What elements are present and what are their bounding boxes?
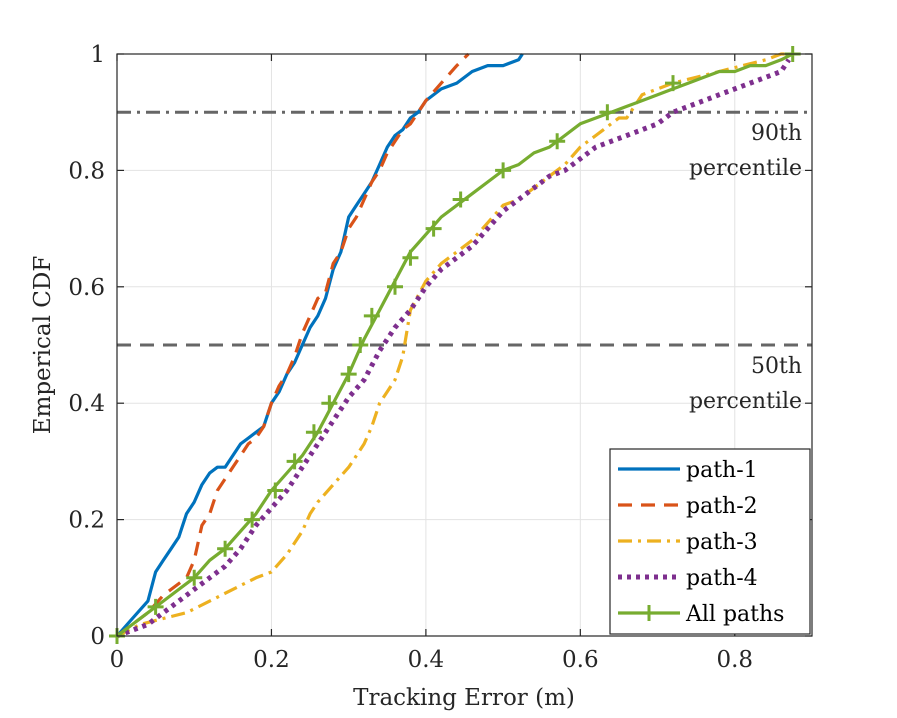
reference-label: percentile bbox=[689, 156, 802, 181]
series-line-path-4 bbox=[116, 58, 791, 639]
plot-frame bbox=[116, 53, 813, 637]
series-line-all-paths bbox=[116, 52, 794, 638]
series-line-path-2 bbox=[116, 52, 470, 638]
x-axis-label: Tracking Error (m) bbox=[353, 685, 575, 711]
x-tick-label: 0 bbox=[110, 647, 125, 673]
reference-label: percentile bbox=[689, 389, 802, 414]
series-marker bbox=[599, 104, 616, 121]
series-marker bbox=[425, 220, 442, 237]
series-marker bbox=[387, 278, 403, 295]
series-marker bbox=[217, 540, 234, 557]
series-marker bbox=[340, 366, 357, 383]
series-marker bbox=[147, 598, 164, 615]
legend-label: path-2 bbox=[686, 494, 758, 519]
y-tick-label: 0.2 bbox=[68, 508, 105, 534]
legend-label: path-4 bbox=[686, 566, 758, 591]
legend-marker bbox=[641, 605, 657, 621]
tick-labels: 0 0.2 0.4 0.6 0.8 0 0.2 0.4 0.6 0.8 1 bbox=[68, 42, 753, 673]
reference-label: 90th bbox=[751, 121, 802, 146]
reference-lines: 90th percentile 50th percentile bbox=[117, 110, 812, 414]
series-marker bbox=[286, 453, 303, 470]
series-marker bbox=[244, 511, 261, 528]
legend: path-1 path-2 path-3 path-4 All paths bbox=[609, 448, 811, 635]
y-tick-label: 1 bbox=[90, 42, 105, 68]
y-tick-label: 0.4 bbox=[68, 391, 105, 417]
legend-label: path-1 bbox=[686, 458, 758, 483]
series-line-path-3 bbox=[116, 52, 789, 638]
series-layer bbox=[109, 46, 801, 644]
series-marker bbox=[452, 191, 469, 208]
legend-label: path-3 bbox=[686, 530, 758, 555]
series-marker bbox=[186, 569, 203, 586]
x-tick-label: 0.2 bbox=[253, 647, 290, 673]
legend-box bbox=[609, 448, 811, 635]
series-marker bbox=[495, 162, 512, 179]
y-tick-label: 0 bbox=[90, 624, 105, 650]
series-marker bbox=[665, 75, 681, 92]
y-tick-label: 0.6 bbox=[68, 275, 105, 301]
legend-label: All paths bbox=[685, 602, 784, 627]
axis-ticks bbox=[116, 53, 812, 637]
series-marker bbox=[321, 395, 338, 412]
series-marker bbox=[363, 307, 380, 324]
y-axis-label: Emperical CDF bbox=[30, 256, 56, 435]
x-tick-label: 0.4 bbox=[408, 647, 445, 673]
series-marker bbox=[305, 424, 322, 441]
series-marker bbox=[549, 133, 566, 150]
x-tick-label: 0.6 bbox=[562, 647, 599, 673]
y-tick-label: 0.8 bbox=[68, 158, 105, 184]
series-marker bbox=[352, 337, 369, 353]
series-marker bbox=[267, 482, 284, 499]
reference-label: 50th bbox=[751, 354, 802, 379]
series-marker bbox=[402, 249, 419, 266]
x-tick-label: 0.8 bbox=[716, 647, 753, 673]
